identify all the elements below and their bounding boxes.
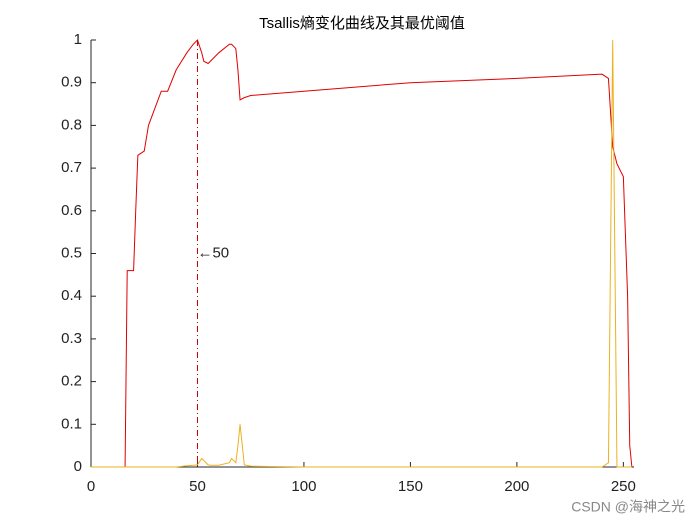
x-tick-label: 100	[291, 478, 316, 495]
x-tick-label: 200	[504, 478, 529, 495]
y-tick-label: 0	[74, 458, 82, 475]
x-tick-label: 0	[87, 478, 95, 495]
x-tick-label: 250	[611, 478, 636, 495]
y-tick-label: 0.9	[61, 74, 82, 91]
x-tick-label: 150	[398, 478, 423, 495]
y-tick-label: 0.7	[61, 159, 82, 176]
threshold-annotation: ←50	[197, 244, 229, 261]
y-tick-label: 0.8	[61, 116, 82, 133]
x-tick-label: 50	[189, 478, 206, 495]
y-tick-label: 0.1	[61, 415, 82, 432]
chart-title: Tsallis熵变化曲线及其最优阈值	[259, 15, 465, 32]
series-line	[91, 39, 632, 468]
series-line	[91, 39, 633, 468]
watermark: CSDN @海神之光	[571, 499, 685, 515]
y-tick-label: 1	[74, 31, 82, 48]
y-tick-label: 0.4	[61, 287, 82, 304]
y-tick-label: 0.3	[61, 330, 82, 347]
y-tick-label: 0.5	[61, 244, 82, 261]
y-tick-label: 0.6	[61, 202, 82, 219]
y-tick-label: 0.2	[61, 373, 82, 390]
